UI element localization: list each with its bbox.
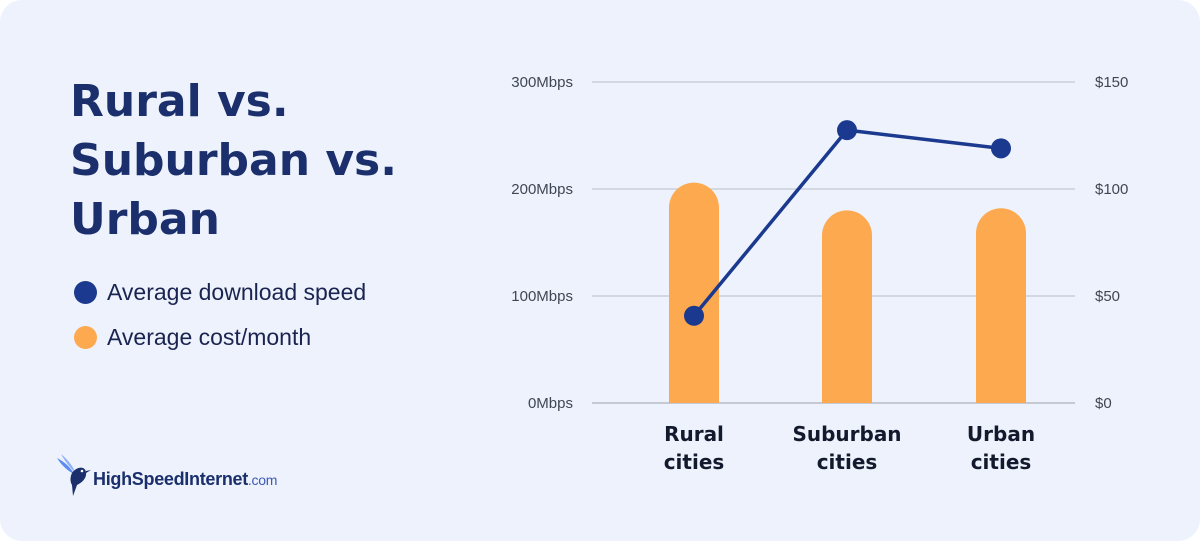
bar-cost <box>822 210 872 403</box>
legend-item-cost: Average cost/month <box>74 315 366 360</box>
category-label: Rural <box>664 422 724 446</box>
point-download-speed <box>684 305 704 326</box>
category-label: Suburban <box>792 422 901 446</box>
legend-label-download-speed: Average download speed <box>107 279 367 305</box>
chart-title: Rural vs. Suburban vs. Urban <box>70 72 450 249</box>
logo: HighSpeedInternet.com <box>55 452 277 503</box>
hummingbird-icon <box>55 452 91 503</box>
y-right-tick-label: $50 <box>1095 288 1120 305</box>
category-label: cities <box>817 450 878 474</box>
category-label: Urban <box>967 422 1035 446</box>
logo-text: HighSpeedInternet.com <box>93 469 278 489</box>
y-left-tick-label: 0Mbps <box>528 395 573 412</box>
title-line-3: Urban <box>70 194 220 245</box>
point-download-speed <box>837 120 857 141</box>
legend-label-cost: Average cost/month <box>107 324 312 350</box>
bar-cost <box>976 208 1026 403</box>
legend-item-download-speed: Average download speed <box>74 270 366 315</box>
y-left-tick-label: 200Mbps <box>511 181 573 198</box>
y-left-tick-label: 100Mbps <box>511 288 573 305</box>
category-label: cities <box>971 450 1032 474</box>
category-label: cities <box>664 450 725 474</box>
y-left-tick-label: 300Mbps <box>511 74 573 91</box>
y-right-tick-label: $150 <box>1095 74 1128 91</box>
y-right-tick-label: $100 <box>1095 181 1128 198</box>
legend-swatch-download-speed <box>74 281 97 304</box>
bar-cost <box>669 182 719 403</box>
point-download-speed <box>991 138 1011 159</box>
y-right-tick-label: $0 <box>1095 395 1112 412</box>
legend: Average download speed Average cost/mont… <box>74 270 366 360</box>
title-line-1: Rural vs. <box>70 76 289 127</box>
legend-swatch-cost <box>74 326 97 349</box>
title-line-2: Suburban vs. <box>70 135 397 186</box>
